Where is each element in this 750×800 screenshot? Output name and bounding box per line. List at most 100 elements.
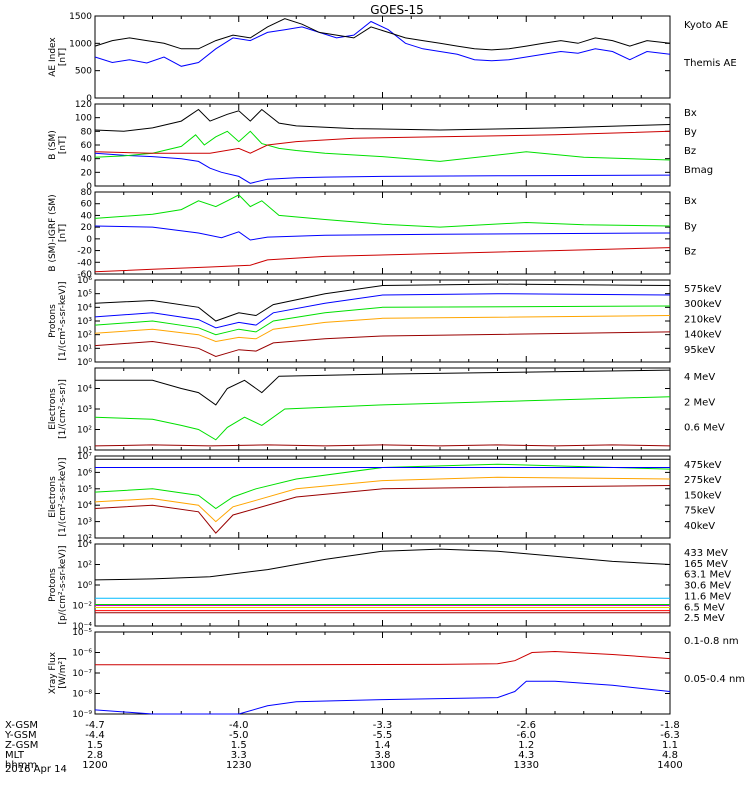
legend-entry: By [684,127,697,138]
y-tick-label: 10² [77,331,92,341]
y-axis-label: AE Index[nT] [48,37,68,77]
y-tick-label: -60 [77,270,92,280]
series-line-7-7 [94,548,671,581]
y-tick-label: 10⁷ [77,452,92,462]
legend-entry: By [684,221,697,232]
y-tick-label: 60 [81,200,93,210]
ephemeris-value: 1.2 [518,740,534,751]
y-tick-label: 10⁶ [77,276,92,286]
y-tick-label: 10³ [77,518,92,528]
y-axis-label-line: Electrons [48,388,58,430]
legend-entry: 433 MeV [684,548,728,559]
y-tick-label: -40 [77,258,92,268]
legend-entry: 40keV [684,521,715,532]
y-axis-label-line: Xray Flux [48,651,58,694]
ephemeris-value: 3.3 [231,750,247,761]
y-tick-label: 10⁻⁹ [72,710,92,720]
y-tick-label: 120 [75,100,92,110]
y-tick-label: 10⁻⁵ [72,628,92,638]
series-line-2-2 [94,130,671,162]
legend-entry: Bx [684,196,697,207]
ephemeris-value: -3.3 [373,720,393,731]
legend-entry: Bz [684,146,696,157]
panel-6: 10² 10³ 10⁴ 10⁵ 10⁶ 10⁷ Electrons[1/(cm²-s-sr-… [48,452,722,544]
legend-entry: 6.5 MeV [684,602,725,613]
legend-entry: 0.05-0.4 nm [684,674,745,685]
y-tick-label: 10⁻⁴ [72,622,92,632]
legend-entry: 150keV [684,490,722,501]
legend-entry: 300keV [684,299,722,310]
y-axis-label-line: [nT] [58,224,68,242]
y-tick-label: 10² [77,561,92,571]
legend-entry: 63.1 MeV [684,570,731,581]
ephemeris-label: hhmm [5,760,37,771]
y-tick-label: 10⁻⁶ [72,649,92,659]
ephemeris-value: 1330 [514,760,539,771]
panel-4: 10⁰ 10¹ 10² 10³ 10⁴ 10⁵ 10⁶ Protons[1/(cm²-s-sr… [48,276,722,368]
series-line-8-1 [95,650,671,666]
ephemeris-label: X-GSM [5,720,38,731]
ephemeris-value: 1300 [370,760,395,771]
series-line-2-1 [94,152,671,184]
y-tick-label: 10⁵ [77,290,92,300]
y-tick-label: 10¹ [77,446,92,456]
y-tick-label: 20 [81,223,93,233]
legend-entry: 2 MeV [684,397,715,408]
series-line-6-3 [94,463,671,510]
y-tick-label: 10⁰ [77,581,92,591]
ephemeris-value: 1.1 [662,740,678,751]
y-tick-label: -20 [77,247,92,257]
series-line-2-3 [94,130,671,154]
legend-entry: 30.6 MeV [684,581,731,592]
legend-entry: 95keV [684,345,715,356]
series-line-6-1 [94,485,671,534]
series-line-5-2 [94,396,671,441]
ephemeris-label: Y-GSM [4,730,37,741]
legend-entry: 0.1-0.8 nm [684,636,739,647]
ephemeris-value: -1.8 [660,720,680,731]
y-tick-label: 10² [77,426,92,436]
y-tick-label: 80 [81,188,93,198]
ephemeris-value: -6.3 [660,730,680,741]
series-line-4-5 [94,331,671,358]
panel-7: 10⁻⁴ 10⁻² 10⁰ 10² 10⁴ Protons[p/(cm²-s-sr-keV… [48,540,731,632]
panel-frame [94,455,671,539]
panel-1: 0 500 1000 1500 AE Index[nT] Kyoto AE Themis A… [48,12,737,104]
ephemeris-value: -5.5 [373,730,393,741]
y-axis-label-line: Protons [48,568,58,602]
panel-frame [94,15,671,99]
legend-entry: 275keV [684,475,722,486]
y-tick-label: 10³ [77,405,92,415]
y-tick-label: 10⁴ [77,501,92,511]
y-tick-label: 60 [81,141,93,151]
y-axis-label-line: Electrons [48,476,58,518]
y-tick-label: 500 [75,67,92,77]
ephemeris-value: 1400 [657,760,682,771]
legend-entry: 2.5 MeV [684,613,725,624]
legend-entry: Bx [684,108,697,119]
series-line-3-3 [94,247,671,273]
y-tick-label: 10⁴ [77,385,92,395]
y-tick-label: 100 [75,114,92,124]
panel-frame [94,367,671,451]
y-axis-label: Protons[1/(cm²-s-sr-keV)] [48,282,68,361]
panel-frame [94,103,671,187]
legend-entry: 4 MeV [684,372,715,383]
y-tick-label: 1000 [69,39,92,49]
series-line-3-2 [94,194,671,228]
ephemeris-value: -6.0 [516,730,536,741]
series-line-1-1 [94,20,671,67]
legend-entry: 165 MeV [684,559,728,570]
y-axis-label-line: [nT] [58,48,68,66]
ephemeris-value: 4.8 [662,750,678,761]
y-axis-label-line: [p/(cm²-s-sr-keV)] [58,546,68,625]
y-axis-label: Protons[p/(cm²-s-sr-keV)] [48,546,68,625]
legend-entry: 0.6 MeV [684,423,725,434]
legend-entry: 210keV [684,314,722,325]
y-tick-label: 0 [86,94,92,104]
ephemeris-value: -2.6 [516,720,536,731]
series-line-5-3 [95,369,671,406]
panel-frame [94,279,671,363]
y-tick-label: 80 [81,127,93,137]
